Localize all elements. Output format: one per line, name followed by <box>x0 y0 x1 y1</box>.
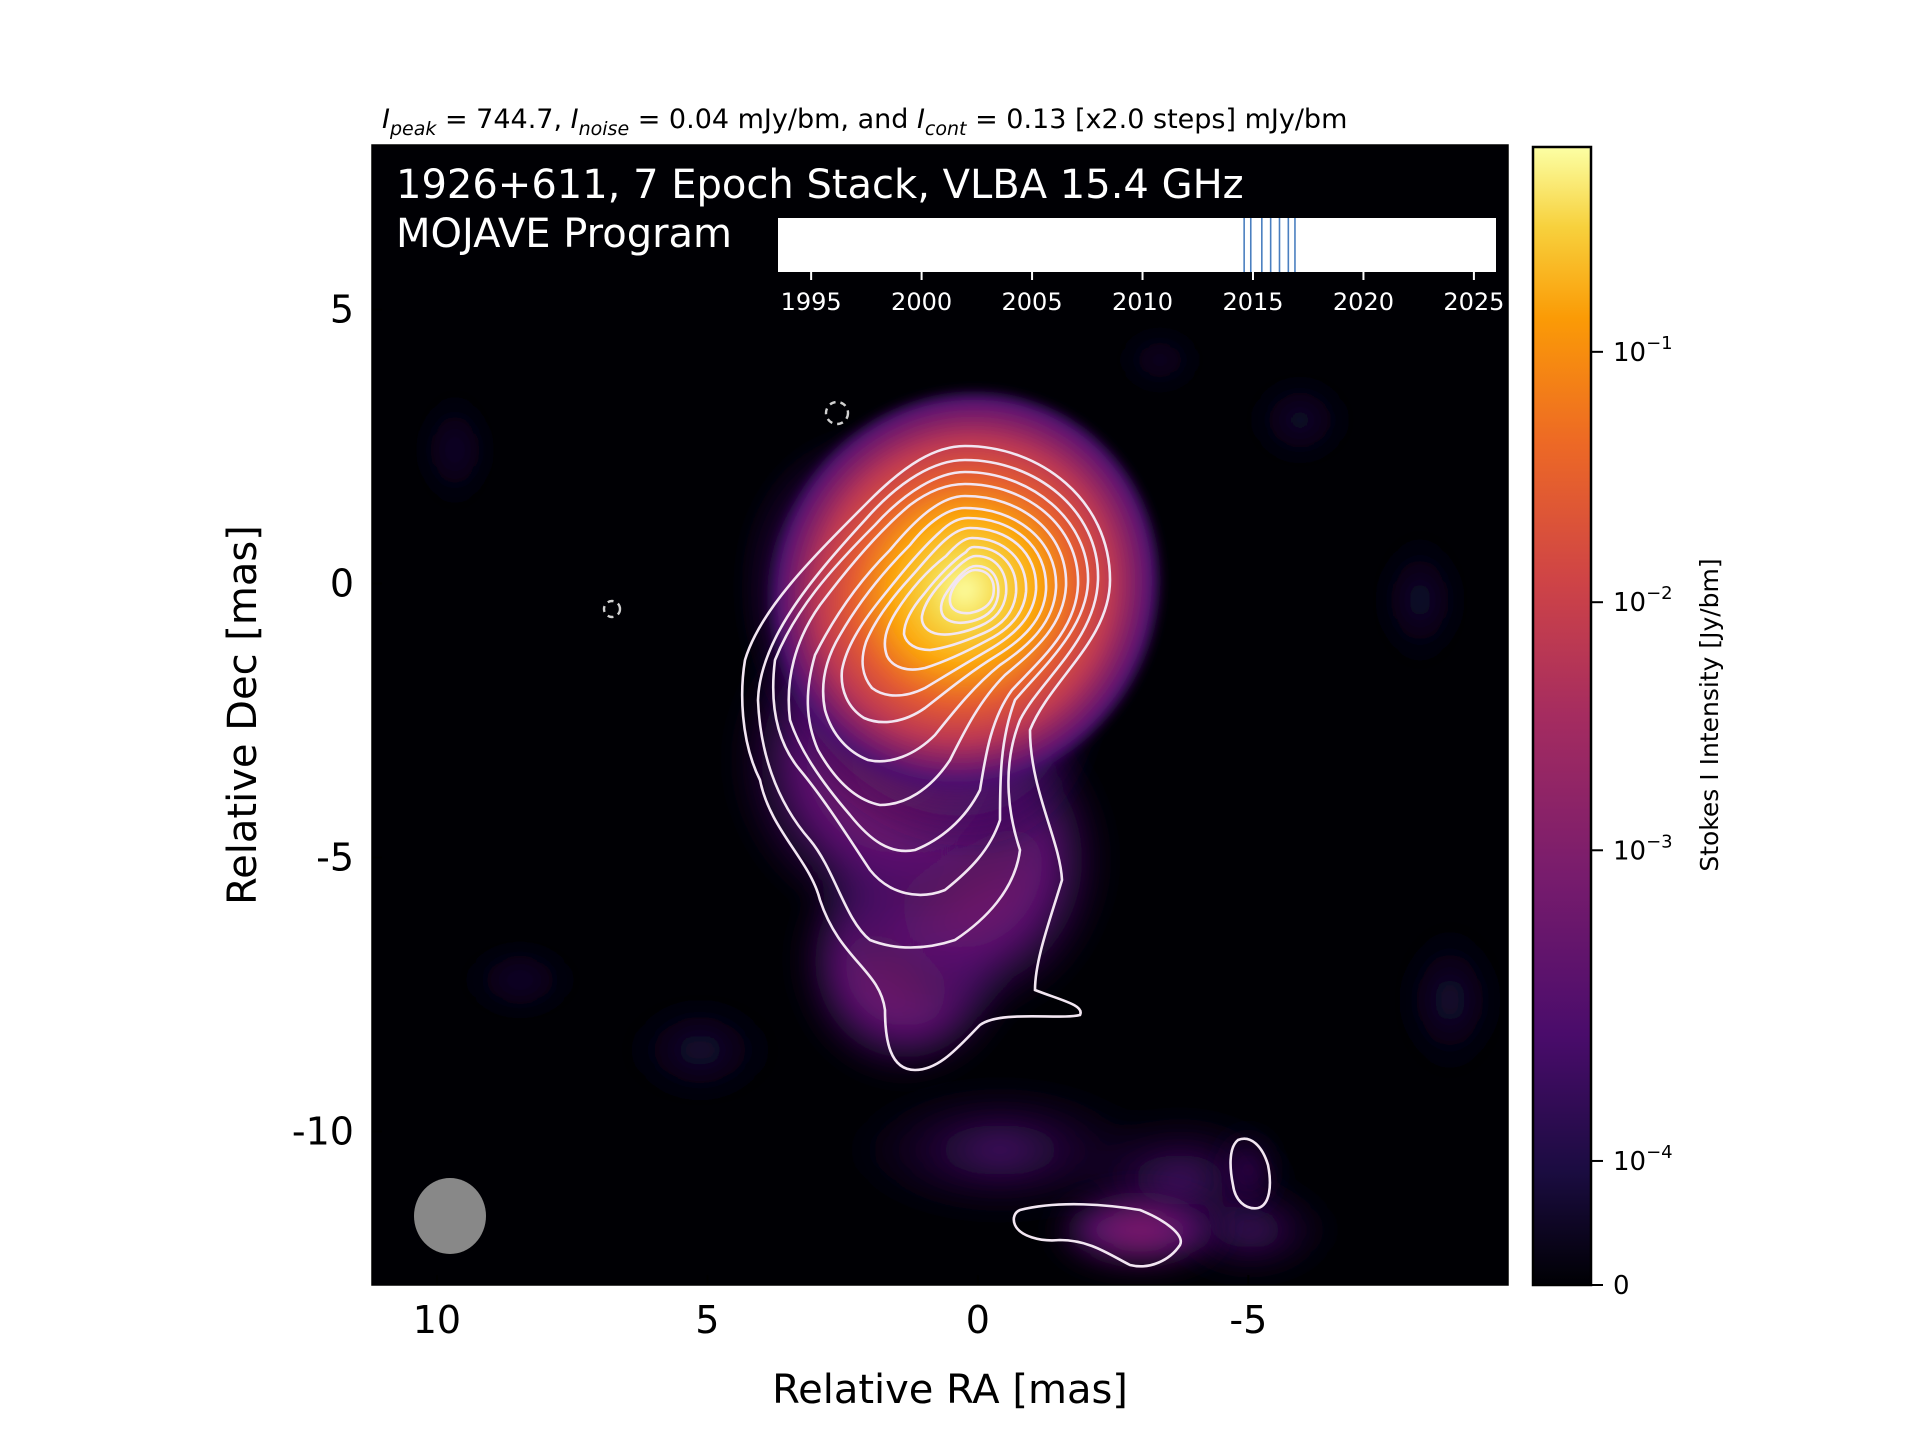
colorbar-tick-label: 10−2 <box>1613 583 1673 618</box>
y-tick-label: 5 <box>330 287 354 331</box>
contour-11 <box>920 554 1008 636</box>
map-frame <box>371 144 1509 1286</box>
timeline-tick-label: 1995 <box>781 288 842 316</box>
emission-layer <box>414 330 1508 1280</box>
x-tick-label: 5 <box>695 1298 719 1342</box>
contour-12 <box>939 564 1000 625</box>
stats-cont-symbol: I <box>917 104 925 135</box>
y-axis-label: Relative Dec [mas] <box>220 525 266 905</box>
contour-7 <box>840 516 1048 724</box>
contour-13 <box>948 568 996 615</box>
program-title: MOJAVE Program <box>396 211 732 257</box>
x-tick-label: -5 <box>1229 1298 1267 1342</box>
stats-cont-subscript: cont <box>925 118 968 140</box>
contour-10 <box>902 545 1018 652</box>
colorbar: 0 10−4 10−3 10−2 10−1 Stokes I Intensity [Jy… <box>1531 145 1724 1301</box>
epoch-timeline: 1995 2000 2005 2010 2015 2020 2025 <box>778 218 1504 316</box>
contour-5 <box>806 494 1068 807</box>
contours <box>740 444 1272 1268</box>
stats-line: Ipeak = 744.7, Inoise = 0.04 mJy/bm, and… <box>382 104 1347 140</box>
negative-contours <box>602 400 850 619</box>
y-tick-label: -5 <box>316 836 354 880</box>
colorbar-tick-label: 10−3 <box>1613 831 1673 866</box>
contour-3 <box>772 470 1090 897</box>
stats-peak-value: = 744.7, <box>436 104 570 135</box>
timeline-box <box>778 218 1496 272</box>
x-axis-label: Relative RA [mas] <box>772 1367 1128 1413</box>
x-tick-label: 10 <box>413 1298 461 1342</box>
timeline-tick-label: 2005 <box>1002 288 1063 316</box>
stats-noise-symbol: I <box>571 104 579 135</box>
timeline-tick-label: 2000 <box>891 288 952 316</box>
stats-peak-symbol: I <box>382 104 390 135</box>
timeline-tick-label: 2025 <box>1443 288 1504 316</box>
map-ticks: 10 5 0 -5 5 0 -5 -10 <box>292 287 1267 1342</box>
timeline-markers <box>1243 218 1296 272</box>
colorbar-tick-label: 10−1 <box>1613 333 1673 368</box>
contour-6 <box>821 506 1058 763</box>
colorbar-label: Stokes I Intensity [Jy/bm] <box>1695 558 1724 871</box>
colorbar-ticks: 0 10−4 10−3 10−2 10−1 <box>1591 333 1673 1301</box>
colorbar-tick-label: 0 <box>1613 1271 1630 1301</box>
colorbar-gradient <box>1531 145 1593 1287</box>
contour-4 <box>787 482 1080 853</box>
timeline-ticks: 1995 2000 2005 2010 2015 2020 2025 <box>781 272 1504 316</box>
timeline-tick-label: 2015 <box>1222 288 1283 316</box>
contour-2 <box>756 458 1100 949</box>
map-panel: 1926+611, 7 Epoch Stack, VLBA 15.4 GHz M… <box>292 144 1509 1342</box>
contour-8 <box>861 526 1038 697</box>
stats-peak-subscript: peak <box>389 118 437 140</box>
stats-noise-subscript: noise <box>579 118 630 140</box>
beam-ellipse <box>414 1178 486 1254</box>
y-tick-label: -10 <box>292 1110 354 1154</box>
colorbar-tick-label: 10−4 <box>1613 1142 1673 1177</box>
contour-1 <box>740 444 1112 1072</box>
stats-noise-value: = 0.04 mJy/bm, and <box>629 104 917 135</box>
negative-contour-2 <box>602 599 622 619</box>
contour-9 <box>883 536 1028 671</box>
x-tick-label: 0 <box>966 1298 990 1342</box>
timeline-tick-label: 2010 <box>1112 288 1173 316</box>
timeline-tick-label: 2020 <box>1333 288 1394 316</box>
source-title: 1926+611, 7 Epoch Stack, VLBA 15.4 GHz <box>396 162 1244 208</box>
contour-south-blob <box>1012 1202 1183 1268</box>
stats-cont-value: = 0.13 [x2.0 steps] mJy/bm <box>966 104 1347 135</box>
y-tick-label: 0 <box>330 561 354 605</box>
contour-south-small <box>1229 1137 1272 1210</box>
core-glow <box>733 393 1159 857</box>
negative-contour-1 <box>824 400 850 426</box>
